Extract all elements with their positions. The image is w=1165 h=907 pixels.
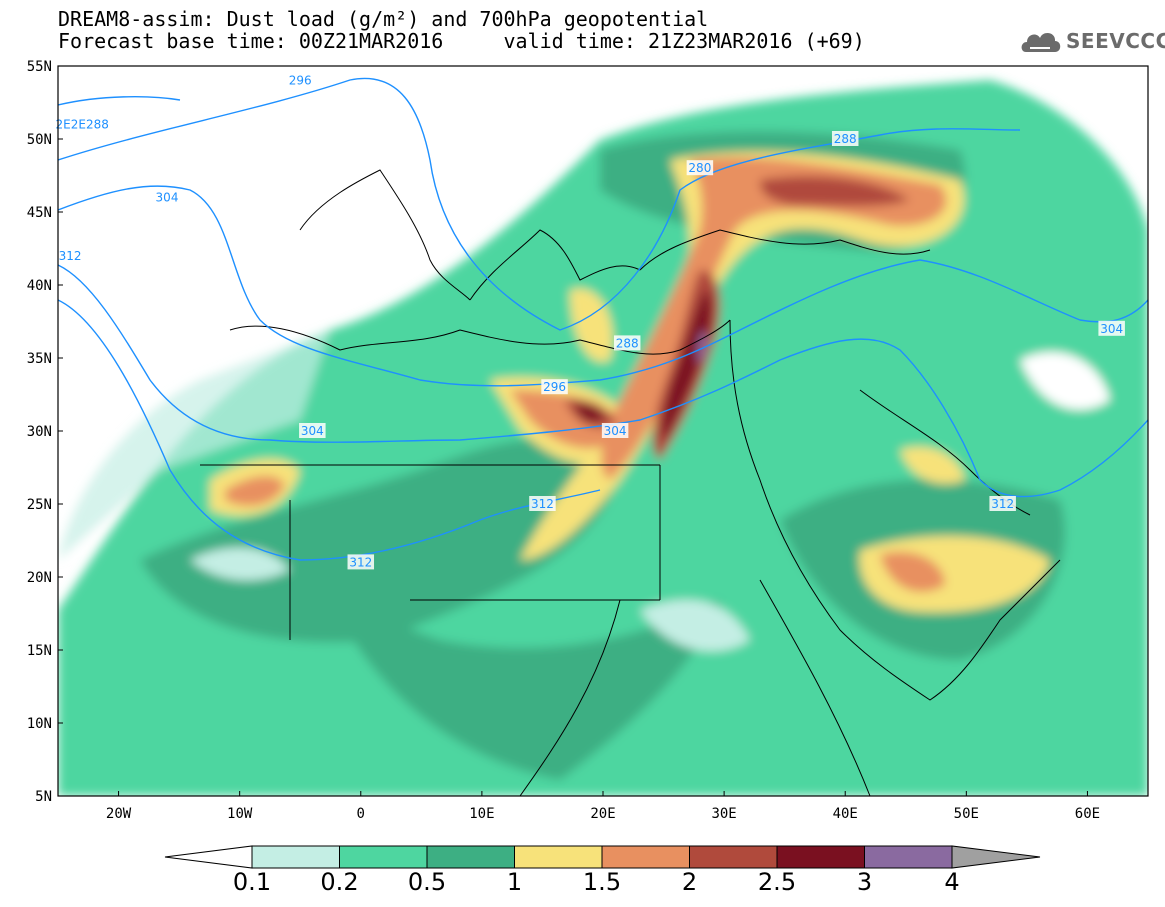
lat-tick-label: 20N [27,570,52,586]
lon-tick-label: 20W [106,806,132,822]
contour-label: 288 [616,336,639,350]
colorbar-swatch [251,845,340,869]
lon-tick-label: 10W [227,806,253,822]
map-subtitle: Forecast base time: 00Z21MAR2016 valid t… [58,29,865,53]
lon-tick-label: 40E [833,806,858,822]
seevccc-logo: SEEVCCC [1018,24,1165,58]
colorbar-over-arrow [951,845,1041,869]
lat-tick-label: 30N [27,424,52,440]
colorbar-tick-label: 3 [856,868,873,896]
contour-label-bg [529,496,556,511]
lat-tick-label: 35N [27,351,52,367]
contour-label: 304 [301,424,324,438]
contour-label: 296 [289,74,312,88]
contour-label: 312 [991,497,1014,511]
contour-label: 296 [543,380,566,394]
colorbar-under-arrow [164,845,253,869]
colorbar-swatch [426,845,515,869]
cloud-icon [1021,32,1061,52]
lon-tick-label: 20E [590,806,615,822]
contour-label: 304 [1100,322,1123,336]
contour-label-bg [1098,320,1125,336]
colorbar-tick-label: 0.2 [320,868,359,896]
contour-label-bg [53,116,111,132]
colorbar-tick-label: 0.5 [407,868,447,896]
contour-label: 312 [59,249,82,263]
lat-tick-label: 50N [27,132,52,148]
contour-label: 312 [349,555,372,569]
lon-tick-label: 50E [954,806,979,822]
lat-tick-label: 45N [27,205,52,221]
contour-label-bg [153,189,181,205]
lat-tick-label: 5N [35,789,52,805]
contour-label: 304 [604,424,627,438]
contour-label: 304 [156,190,179,204]
contour-label-bg [601,423,629,438]
colorbar-tick-label: 1.5 [582,868,622,896]
contour-label: 288 [834,132,857,146]
contour-label-bg [56,247,84,263]
colorbar-tick-label: 2 [681,868,698,896]
contour-label-bg [299,423,326,438]
colorbar-tick-label: 1 [506,868,523,896]
lat-tick-label: 25N [27,497,52,513]
colorbar-swatch [689,845,778,869]
contour-label-bg [831,131,859,146]
contour-label-bg [541,379,568,395]
colorbar-tick-label: 0.1 [232,868,272,896]
lat-tick-label: 15N [27,643,52,659]
map-title: DREAM8-assim: Dust load (g/m²) and 700hP… [58,7,709,31]
colorbar-tick-label: 4 [944,868,960,896]
lon-tick-label: 0 [357,806,365,822]
contour-label: 2E2E288 [56,117,109,131]
contour-label-bg [989,496,1016,511]
lon-tick-label: 30E [711,806,736,822]
contour-label-bg [347,554,375,570]
lat-tick-label: 10N [27,716,52,732]
contour-label-bg [613,335,641,351]
axis-ticks: 55N 50N 45N 40N 35N 30N 25N 20N 15N 10N 5N 20W 10W 0 1… [27,59,1100,822]
colorbar-swatch [776,845,865,869]
logo-text: SEEVCCC [1066,29,1165,53]
contour-label-bg [286,72,314,88]
colorbar-tick-label: 2.5 [757,868,797,896]
colorbar-swatch [601,845,690,869]
contour-label: 312 [531,497,554,511]
colorbar-swatch [514,845,603,869]
lon-tick-label: 60E [1075,806,1100,822]
contour-labels: 296 2E2E288 304 312 288 280 288 296 304 304 312 312… [53,72,1125,570]
colorbar-swatch [864,845,953,869]
colorbar [164,845,1041,869]
lat-tick-label: 55N [27,59,52,75]
contour-label: 280 [688,161,711,175]
contour-label-bg [686,160,714,176]
colorbar-swatch [339,845,428,869]
lon-tick-label: 10E [469,806,494,822]
lat-tick-label: 40N [27,278,52,294]
